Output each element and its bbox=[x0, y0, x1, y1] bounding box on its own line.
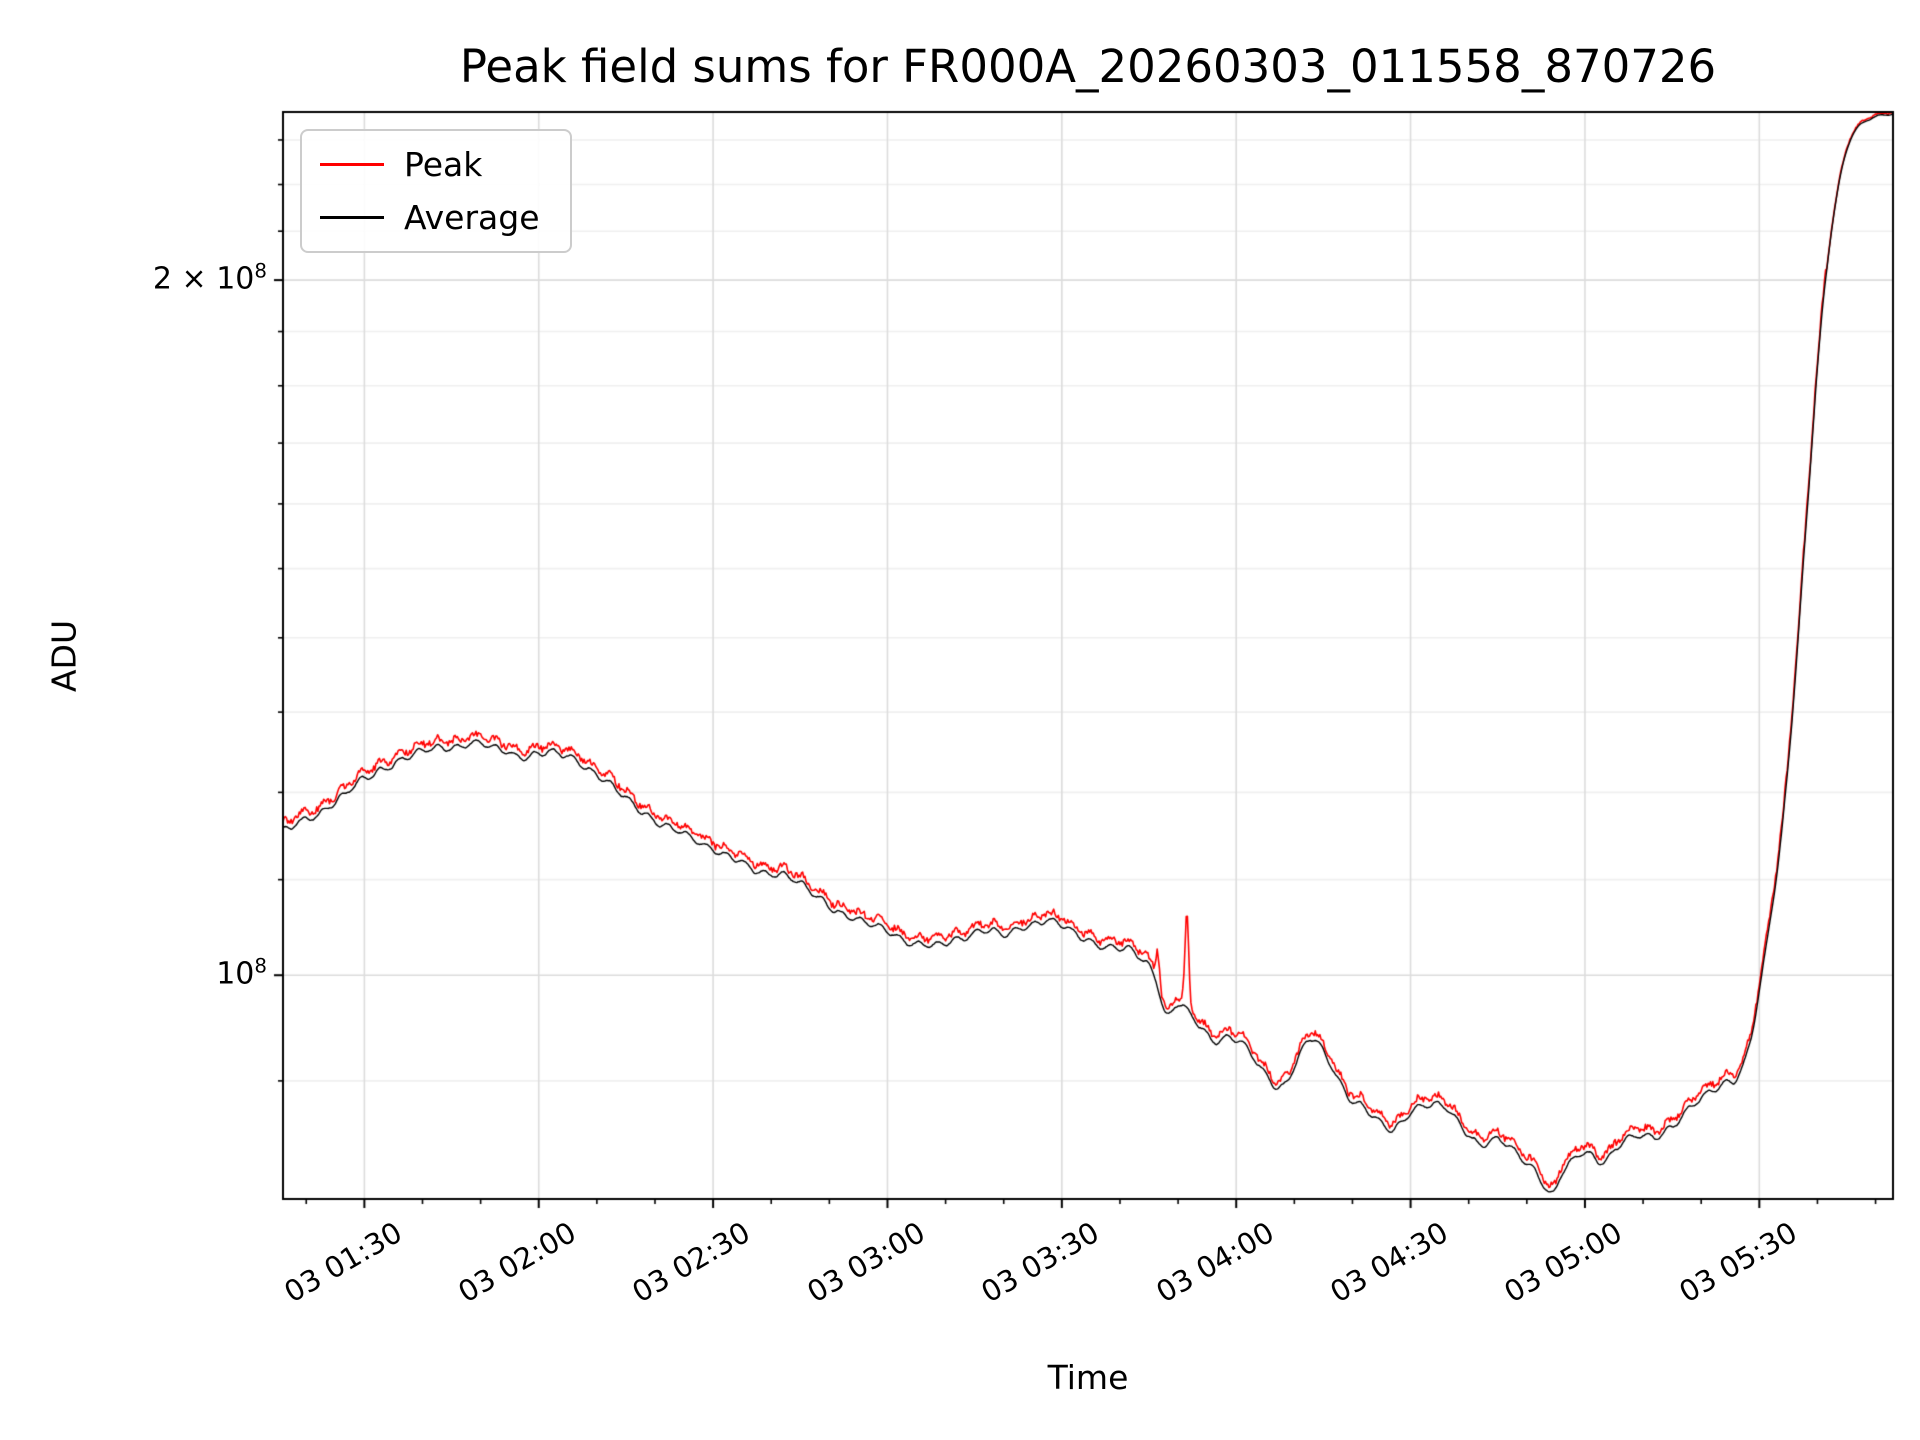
chart-title: Peak field sums for FR000A_20260303_0115… bbox=[459, 40, 1717, 93]
legend-label: Average bbox=[404, 198, 540, 237]
y-tick-label: 108 bbox=[216, 955, 267, 992]
legend: Peak Average bbox=[300, 129, 572, 253]
y-tick-mantissa: 10 bbox=[216, 956, 255, 992]
y-tick-label: 2 × 108 bbox=[153, 260, 267, 297]
legend-item-peak: Peak bbox=[320, 145, 540, 184]
legend-line-sample bbox=[320, 163, 384, 166]
legend-label: Peak bbox=[404, 145, 483, 184]
y-axis-label: ADU bbox=[44, 619, 84, 693]
x-axis-label: Time bbox=[1047, 1358, 1129, 1397]
y-tick-exponent: 8 bbox=[254, 954, 267, 978]
legend-item-average: Average bbox=[320, 198, 540, 237]
legend-line-sample bbox=[320, 216, 384, 219]
y-tick-exponent: 8 bbox=[254, 259, 267, 283]
y-tick-mantissa: 2 × 10 bbox=[152, 261, 255, 297]
